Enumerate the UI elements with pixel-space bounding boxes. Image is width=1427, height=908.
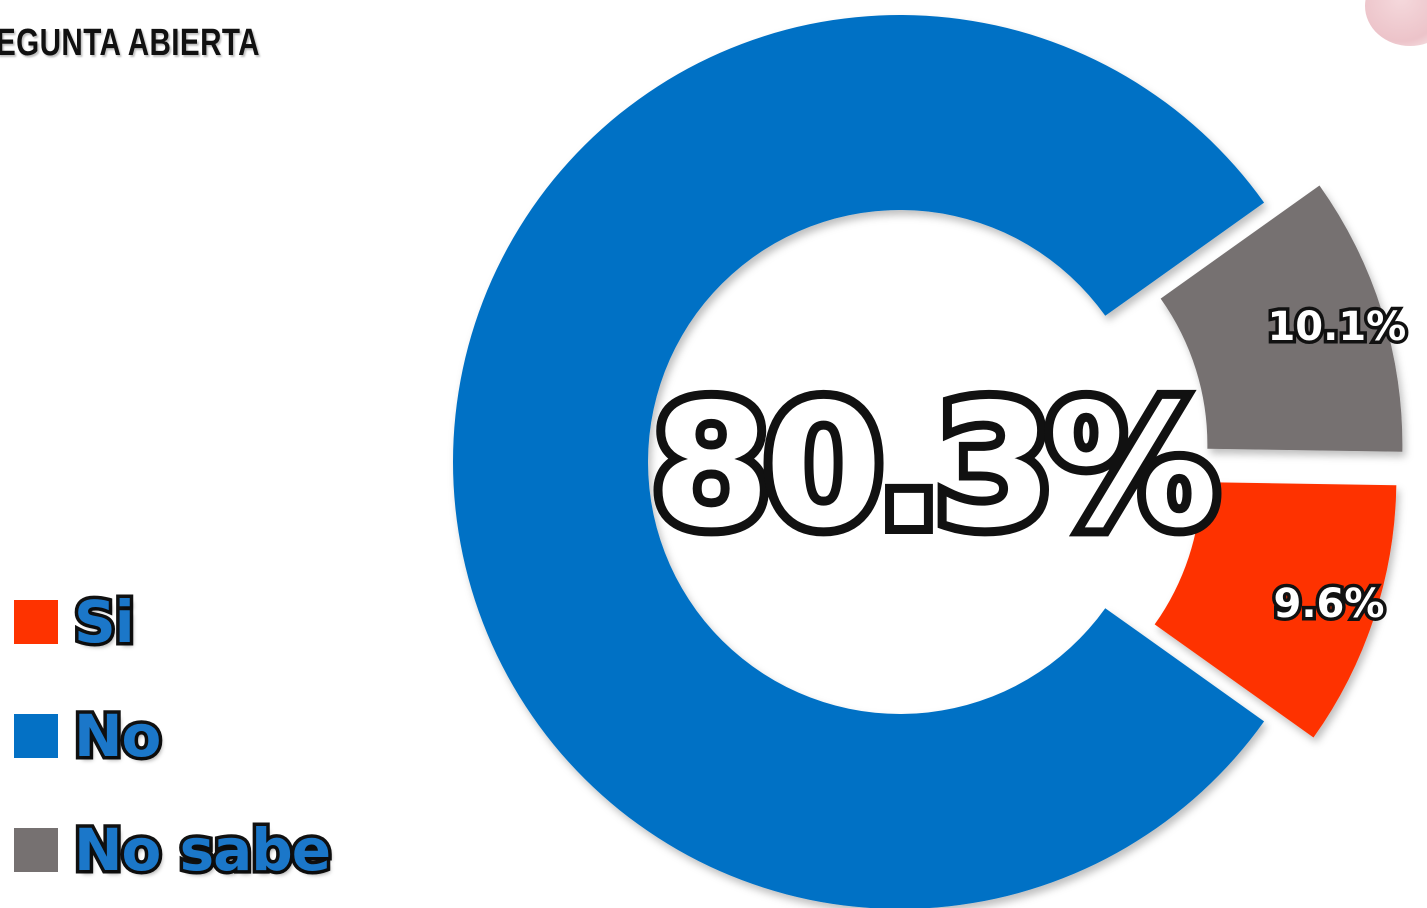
legend-swatch-no bbox=[14, 714, 58, 758]
legend-swatch-si bbox=[14, 600, 58, 644]
legend: Si No No sabe bbox=[14, 565, 335, 907]
slice-no-sabe bbox=[1160, 185, 1403, 452]
legend-item-no: No bbox=[14, 679, 330, 793]
legend-label-no: No bbox=[70, 702, 164, 770]
slice-si bbox=[1154, 482, 1397, 738]
slice-label-no-sabe: 10.1% bbox=[1267, 304, 1406, 350]
slice-label-si: 9.6% bbox=[1273, 581, 1384, 627]
center-value-label: 80.3% bbox=[652, 368, 1212, 566]
legend-label-no-sabe: No sabe bbox=[70, 816, 334, 884]
chart-header: EGUNTA ABIERTA bbox=[0, 22, 260, 64]
legend-item-si: Si bbox=[14, 565, 330, 679]
legend-swatch-no-sabe bbox=[14, 828, 58, 872]
slice-no bbox=[453, 15, 1265, 908]
legend-item-no-sabe: No sabe bbox=[14, 793, 335, 907]
donut-slices bbox=[453, 15, 1403, 908]
slice-labels: 10.1% 9.6% bbox=[1264, 301, 1410, 631]
legend-label-si: Si bbox=[71, 588, 139, 656]
